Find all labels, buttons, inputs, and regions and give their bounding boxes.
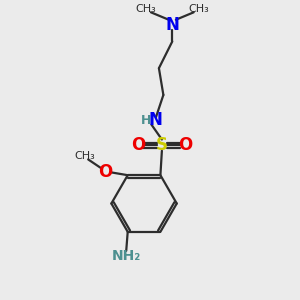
Text: N: N bbox=[165, 16, 179, 34]
Text: CH₃: CH₃ bbox=[74, 151, 95, 161]
Text: O: O bbox=[178, 136, 193, 154]
Text: CH₃: CH₃ bbox=[135, 4, 156, 14]
Text: O: O bbox=[131, 136, 145, 154]
Text: NH₂: NH₂ bbox=[112, 249, 141, 263]
Text: S: S bbox=[156, 136, 168, 154]
Text: N: N bbox=[148, 111, 162, 129]
Text: O: O bbox=[98, 163, 112, 181]
Text: CH₃: CH₃ bbox=[189, 4, 209, 14]
Text: H: H bbox=[141, 114, 152, 127]
